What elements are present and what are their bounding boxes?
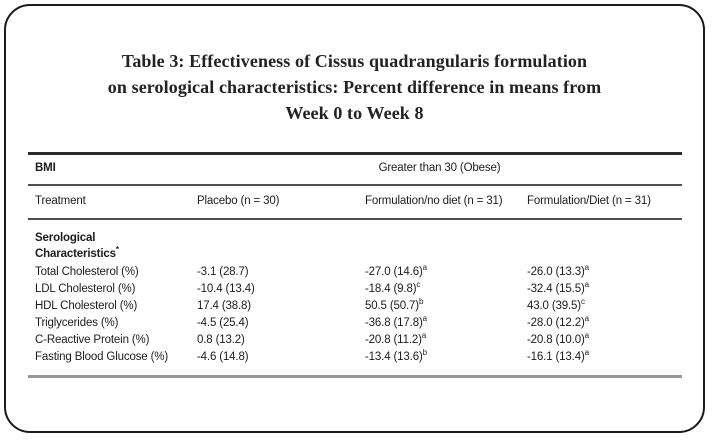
header-placebo: Placebo (n = 30) [197,195,280,207]
title-line-2: on serological characteristics: Percent … [107,77,602,97]
cell-value: -13.4 (13.6) [365,351,423,363]
row-label: Fasting Blood Glucose (%) [35,351,169,363]
cell-diet: -32.4 (15.5)a [527,281,682,298]
table-rule-under-bmi [28,184,682,186]
cell-placebo: -10.4 (13.4) [197,283,255,295]
cell-superscript: a [421,331,427,341]
cell-placebo: 17.4 (38.8) [197,300,251,312]
cell-value: -26.0 (13.3) [527,266,585,278]
title-line-1: Table 3: Effectiveness of Cissus quadran… [121,51,588,71]
cell-value: -20.8 (10.0) [527,334,585,346]
cell-superscript: a [422,263,427,273]
table-card: Table 3: Effectiveness of Cissus quadran… [4,4,705,433]
row-label: LDL Cholesterol (%) [35,283,136,295]
cell-superscript: a [584,280,589,290]
cell-value: -18.4 (9.8) [365,283,417,295]
cell-diet: -16.1 (13.4)a [527,349,682,366]
cell-superscript: b [422,348,427,358]
cell-superscript: a [584,348,589,358]
header-formulation-diet: Formulation/Diet (n = 31) [527,195,651,207]
cell-value: -28.0 (12.2) [527,317,585,329]
bmi-label: BMI [35,162,56,174]
cell-diet: 43.0 (39.5)c [527,298,682,315]
cell-superscript: a [584,331,589,341]
cell-diet: -28.0 (12.2)a [527,315,682,332]
table-row-total-cholesterol: Total Cholesterol (%) -3.1 (28.7) -27.0 … [28,264,682,281]
column-header-row: Treatment Placebo (n = 30) Formulation/n… [28,186,682,218]
table-row-c-reactive-protein: C-Reactive Protein (%) 0.8 (13.2) -20.8 … [28,332,682,349]
bmi-header-row: BMI Greater than 30 (Obese) [28,155,682,184]
cell-value: 50.5 (50.7) [365,300,419,312]
cell-superscript: a [584,314,589,324]
cell-placebo: -4.6 (14.8) [197,351,249,363]
table-row-ldl-cholesterol: LDL Cholesterol (%) -10.4 (13.4) -18.4 (… [28,281,682,298]
table-rule-bottom [28,375,682,378]
cell-value: -36.8 (17.8) [365,317,423,329]
cell-no-diet: -18.4 (9.8)c [365,281,527,298]
table-row-hdl-cholesterol: HDL Cholesterol (%) 17.4 (38.8) 50.5 (50… [28,298,682,315]
header-treatment: Treatment [35,195,86,207]
section-title-line-1: Serological [35,232,96,244]
table-rule-under-headers [28,218,682,220]
header-formulation-no-diet: Formulation/no diet (n = 31) [365,193,527,209]
cell-value: 43.0 (39.5) [527,300,581,312]
cell-superscript: c [416,280,421,290]
cell-superscript: c [580,297,585,307]
cell-placebo: -4.5 (25.4) [197,317,249,329]
bmi-group-value: Greater than 30 (Obese) [378,162,501,174]
cell-superscript: b [418,297,424,307]
section-footnote-marker: * [115,245,119,255]
cell-diet: -26.0 (13.3)a [527,264,682,281]
header-formulation-no-diet-text: Formulation/no diet (n = 31) [365,195,503,207]
row-label: Total Cholesterol (%) [35,266,139,278]
section-header-serological: Serological Characteristics* [28,220,682,264]
row-label: HDL Cholesterol (%) [35,300,138,312]
table-rule-top [28,152,682,155]
cell-superscript: a [584,263,589,273]
cell-no-diet: -13.4 (13.6)b [365,349,527,366]
section-title-text: Characteristics [35,248,116,260]
cell-no-diet: 50.5 (50.7)b [365,298,527,315]
cell-value: -16.1 (13.4) [527,351,585,363]
table-row-triglycerides: Triglycerides (%) -4.5 (25.4) -36.8 (17.… [28,315,682,332]
cell-value: -32.4 (15.5) [527,283,585,295]
cell-placebo: 0.8 (13.2) [197,334,245,346]
cell-no-diet: -20.8 (11.2)a [365,332,527,349]
cell-placebo: -3.1 (28.7) [197,266,249,278]
row-label: C-Reactive Protein (%) [35,334,150,346]
data-table: BMI Greater than 30 (Obese) Treatment Pl… [28,152,682,378]
cell-no-diet: -27.0 (14.6)a [365,264,527,281]
table-row-fasting-blood-glucose: Fasting Blood Glucose (%) -4.6 (14.8) -1… [28,349,682,366]
cell-diet: -20.8 (10.0)a [527,332,682,349]
title-line-3: Week 0 to Week 8 [285,103,424,123]
table-title: Table 3: Effectiveness of Cissus quadran… [6,48,703,126]
section-title-line-2: Characteristics* [35,246,682,262]
row-label: Triglycerides (%) [35,317,119,329]
cell-value: -27.0 (14.6) [365,266,423,278]
cell-no-diet: -36.8 (17.8)a [365,315,527,332]
cell-superscript: a [422,314,427,324]
cell-value: -20.8 (11.2) [365,334,422,346]
